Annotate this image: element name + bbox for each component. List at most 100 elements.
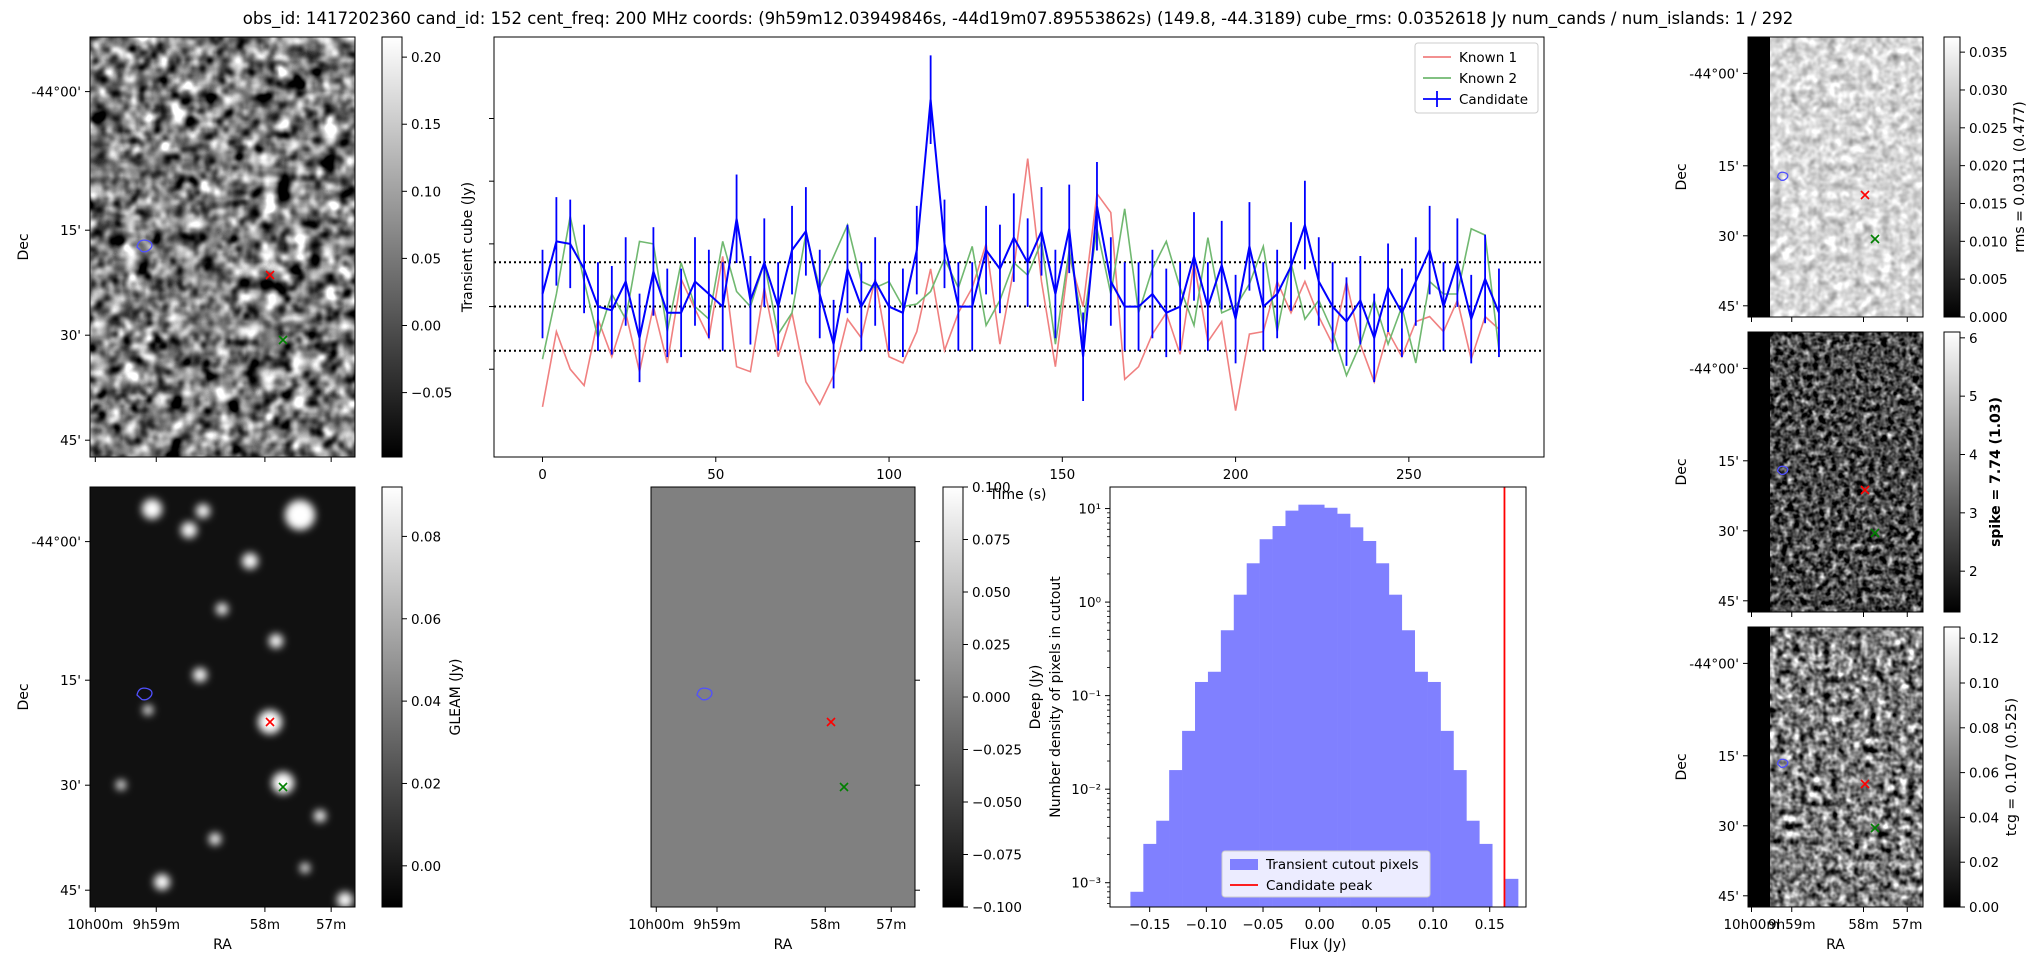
colorbar-tick-label: 0.20 [411, 50, 441, 66]
hist-legend [1221, 850, 1431, 898]
histogram-bar [1414, 671, 1428, 907]
ra-tick-label: 10h00m [67, 917, 123, 933]
histogram-bar [1324, 507, 1338, 907]
dec-tick-label: 30' [60, 778, 81, 794]
tcg-image-panel [1747, 626, 1924, 908]
known-source-marker [1870, 823, 1880, 833]
histogram-bar [1259, 539, 1273, 907]
hist-x-tick-label: −0.10 [1186, 917, 1227, 933]
dec-tick-label: 45' [1718, 299, 1739, 315]
colorbar-gleam [381, 486, 403, 908]
histogram-bar [1440, 730, 1454, 907]
colorbar-tick-label: 2 [1969, 564, 1978, 580]
gleam-source [142, 499, 162, 519]
hist-x-tick-label: 0.00 [1305, 917, 1335, 933]
dec-tick-label: 15' [1718, 749, 1739, 765]
colorbar-tick-label: 4 [1969, 448, 1978, 464]
candidate-marker [265, 270, 275, 280]
dec-tick-label: 45' [1718, 594, 1739, 610]
candidate-marker [826, 717, 836, 727]
colorbar-label: rms = 0.0311 (0.477) [2012, 101, 2028, 253]
ra-tick-label: 57m [316, 917, 346, 933]
colorbar-tick-label: −0.050 [972, 795, 1022, 811]
dec-tick-label: 30' [60, 328, 81, 344]
lc-y-label: Transient cube (Jy) [460, 182, 476, 313]
colorbar-tick-label: 0.000 [972, 690, 1011, 706]
hist-y-tick-label: 10⁻¹ [1071, 689, 1101, 705]
gleam-source [216, 603, 228, 615]
hist-x-tick-label: 0.05 [1361, 917, 1391, 933]
ra-tick-label: 58m [250, 917, 280, 933]
known-source-marker [1870, 234, 1880, 244]
legend-label: Known 2 [1459, 71, 1517, 87]
colorbar-transient [381, 36, 403, 458]
candidate-marker [1860, 485, 1870, 495]
dec-tick-label: 15' [60, 673, 81, 689]
gleam-source [154, 874, 170, 890]
ra-tick-label: 58m [810, 917, 840, 933]
deep-image [650, 486, 916, 908]
spike-image-panel [1747, 331, 1924, 613]
dec-tick-label: 45' [1718, 889, 1739, 905]
colorbar-tick-label: 0.025 [1969, 121, 2008, 137]
lc-legend [1414, 42, 1539, 114]
gleam-image-panel [89, 486, 356, 908]
dec-tick-label: -44°00' [31, 535, 81, 551]
known-source-marker [278, 782, 288, 792]
dec-tick-label: -44°00' [1689, 361, 1739, 377]
known-source-marker [839, 782, 849, 792]
tcg-image [1748, 627, 1923, 907]
legend-label: Known 1 [1459, 50, 1517, 66]
spike-image [1748, 332, 1923, 612]
ra-tick-label: 58m [1848, 917, 1878, 933]
lc-x-tick-label: 200 [1223, 467, 1249, 483]
histogram-bar [1427, 681, 1441, 907]
legend-label: Candidate [1459, 92, 1528, 108]
ra-tick-label: 9h59m [133, 917, 180, 933]
lc-x-tick-label: 0 [538, 467, 547, 483]
hist-x-tick-label: −0.15 [1129, 917, 1170, 933]
colorbar-tick-label: −0.05 [411, 386, 452, 402]
known-source-marker [278, 335, 288, 345]
dec-tick-label: -44°00' [31, 85, 81, 101]
histogram-bar [1169, 770, 1183, 907]
lc-x-tick-label: 100 [876, 467, 902, 483]
colorbar-tick-label: 0.08 [1969, 721, 1999, 737]
ra-axis-label: RA [1826, 937, 1845, 953]
dec-tick-label: 45' [60, 433, 81, 449]
histogram-bar [1479, 843, 1493, 907]
legend-label: Candidate peak [1266, 878, 1372, 894]
histogram-bar [1505, 878, 1519, 907]
legend-label: Transient cutout pixels [1265, 857, 1419, 873]
colorbar-tick-label: −0.025 [972, 743, 1022, 759]
histogram-bar [1388, 594, 1403, 907]
dec-axis-label: Dec [1674, 163, 1690, 190]
colorbar-tick-label: 3 [1969, 506, 1978, 522]
gleam-source [181, 522, 197, 538]
colorbar-tick-label: 0.00 [1969, 900, 1999, 916]
dec-tick-label: 15' [1718, 454, 1739, 470]
hist-y-label: Number density of pixels in cutout [1048, 576, 1064, 818]
candidate-marker [265, 717, 275, 727]
colorbar-tick-label: 0.030 [1969, 83, 2008, 99]
colorbar-tick-label: 0.050 [972, 585, 1011, 601]
gleam-image [90, 487, 355, 907]
series-line-candidate [541, 99, 1500, 357]
colorbar-tick-label: 0.020 [1969, 159, 2008, 175]
colorbar-tick-label: 0.02 [411, 776, 441, 792]
histogram-bar [1363, 540, 1377, 907]
colorbar-tick-label: 0.100 [972, 480, 1011, 496]
histogram-bar [1130, 891, 1144, 907]
dec-tick-label: 15' [60, 223, 81, 239]
island-contour [1776, 758, 1789, 768]
histogram-bar [1195, 681, 1209, 907]
deep-image-panel [650, 486, 916, 908]
histogram-bar [1311, 504, 1325, 907]
dec-tick-label: -44°00' [1689, 656, 1739, 672]
ra-axis-label: RA [213, 937, 232, 953]
dec-axis-label: Dec [16, 233, 32, 260]
histogram-bar [1272, 526, 1286, 907]
colorbar-tick-label: 0.000 [1969, 310, 2008, 326]
lc-x-label: Time (s) [989, 487, 1047, 503]
gleam-source [300, 863, 310, 873]
